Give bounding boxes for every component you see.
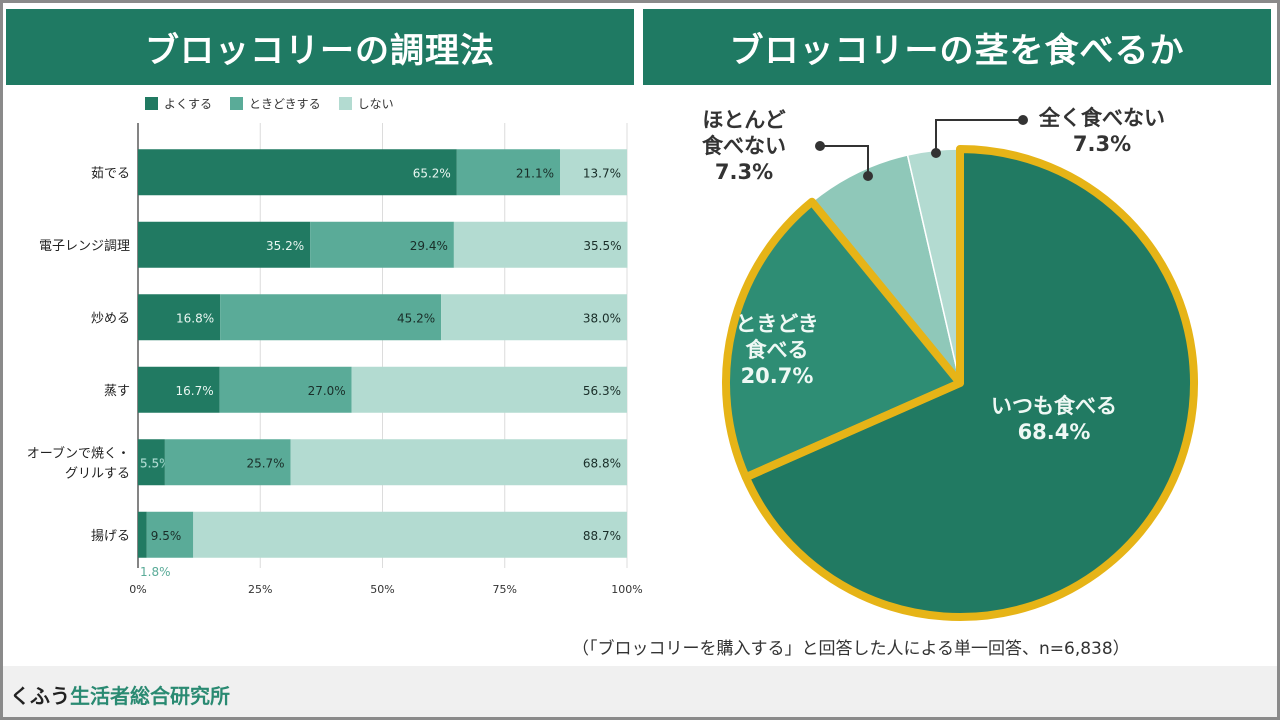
bar-segment — [290, 439, 627, 486]
slice-label-rarely: 食べない — [702, 134, 786, 158]
data-label: 13.7% — [583, 166, 621, 180]
category-label: オーブンで焼く・ — [27, 445, 130, 461]
bar-segment — [164, 439, 291, 486]
pie-chart: いつも食べる68.4%ときどき食べる20.7%ほとんど食べない7.3%全く食べな… — [702, 106, 1198, 621]
legend-swatch — [338, 97, 352, 110]
slice-label-always: いつも食べる — [991, 394, 1117, 418]
leader-dot — [931, 148, 941, 158]
bar-segment — [138, 511, 147, 558]
slice-label-rarely: 7.3% — [715, 160, 773, 184]
footnote: （「ブロッコリーを購入する」と回答した人による単一回答、n=6,838） — [572, 639, 1130, 659]
bar-segment — [310, 221, 454, 268]
bar-segment — [138, 439, 165, 486]
brand-logo: くふう生活者総合研究所 — [10, 680, 230, 709]
data-label: 16.8% — [176, 311, 214, 325]
legend-label: ときどきする — [249, 97, 321, 111]
data-label: 45.2% — [397, 311, 435, 325]
legend-item-sometimes: ときどきする — [230, 95, 321, 112]
data-label: 65.2% — [413, 166, 451, 180]
slice-label-sometimes: 20.7% — [741, 364, 814, 388]
legend-item-often: よくする — [145, 95, 212, 112]
bar-segment — [220, 294, 442, 341]
bar-chart-title: ブロッコリーの調理法 — [6, 9, 634, 85]
legend-item-never: しない — [338, 95, 394, 112]
category-label: 揚げる — [91, 528, 130, 544]
footer-bar — [3, 666, 1277, 717]
pie-chart-title: ブロッコリーの茎を食べるか — [643, 9, 1271, 85]
bar-segment — [441, 294, 627, 341]
data-label: 35.2% — [266, 239, 304, 253]
data-label: 16.7% — [176, 384, 214, 398]
x-tick-label: 0% — [129, 583, 146, 596]
leader-dot — [815, 141, 825, 151]
data-label: 25.7% — [246, 456, 284, 470]
bar-segment — [351, 366, 627, 413]
data-label: 27.0% — [308, 384, 346, 398]
x-tick-label: 100% — [611, 583, 642, 596]
bar-segment — [138, 221, 311, 268]
x-tick-label: 50% — [370, 583, 394, 596]
data-label: 5.5% — [140, 456, 171, 470]
bar-segment — [453, 221, 628, 268]
data-label: 35.5% — [583, 239, 621, 253]
bar-segment — [560, 149, 627, 196]
legend-swatch — [230, 97, 244, 110]
legend-label: しない — [357, 97, 394, 111]
data-label: 56.3% — [583, 384, 621, 398]
highlight-border — [741, 145, 1198, 621]
bar-segment — [146, 511, 194, 558]
legend-label: よくする — [164, 97, 213, 111]
leader-line — [935, 119, 1023, 153]
slice-label-never: 7.3% — [1073, 132, 1131, 156]
category-label: 蒸す — [104, 384, 130, 399]
x-tick-label: 75% — [493, 583, 517, 596]
data-label: 21.1% — [516, 166, 554, 180]
slice-label-always: 68.4% — [1018, 420, 1091, 444]
bar-segment — [138, 294, 221, 341]
category-label: 炒める — [91, 311, 130, 326]
bar-segment — [219, 366, 352, 413]
category-label: 電子レンジ調理 — [39, 239, 130, 254]
bar-chart: 0% 25% 50% 75% 100% 65.2% 21.1% 13.7% 茹でる 35.2% 29… — [27, 123, 643, 596]
slice-label-sometimes: 食べる — [746, 338, 809, 362]
highlight-border — [722, 197, 964, 482]
category-label: グリルする — [65, 466, 130, 481]
data-label: 1.8% — [140, 565, 171, 579]
brand-part1: くふう — [10, 684, 70, 708]
bar-segment — [138, 149, 457, 196]
leader-dot — [863, 171, 873, 181]
data-label: 9.5% — [151, 529, 182, 543]
bar-segment — [456, 149, 561, 196]
leader-dot — [1018, 115, 1028, 125]
data-label: 38.0% — [583, 311, 621, 325]
bar-legend: よくする ときどきする しない — [145, 95, 394, 112]
data-label: 88.7% — [583, 529, 621, 543]
x-tick-label: 25% — [248, 583, 272, 596]
slice-label-rarely: ほとんど — [702, 108, 785, 132]
slice-label-sometimes: ときどき — [735, 312, 818, 336]
bar-segment — [193, 511, 627, 558]
bar-segment — [138, 366, 220, 413]
category-label: 茹でる — [91, 166, 130, 181]
legend-swatch — [145, 97, 158, 110]
data-label: 68.8% — [583, 456, 621, 470]
brand-part2: 生活者総合研究所 — [70, 684, 230, 708]
leader-line — [820, 145, 869, 176]
data-label: 29.4% — [410, 239, 448, 253]
slice-label-never: 全く食べない — [1038, 106, 1165, 130]
